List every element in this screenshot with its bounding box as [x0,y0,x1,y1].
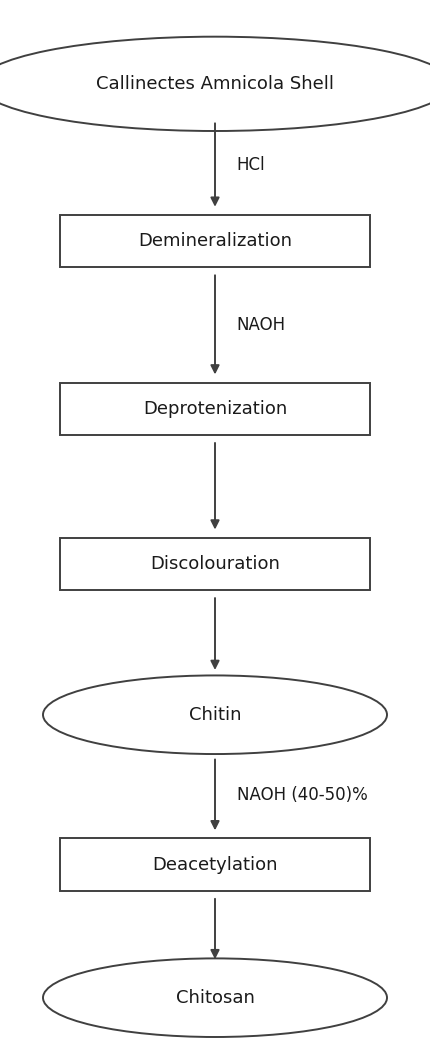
Text: NAOH: NAOH [237,315,286,334]
Text: Deacetylation: Deacetylation [152,855,278,874]
Bar [60,838,370,891]
Bar [60,215,370,267]
Bar [60,538,370,590]
Text: NAOH (40-50)%: NAOH (40-50)% [237,786,367,804]
Text: Chitosan: Chitosan [175,988,255,1007]
Text: Callinectes Amnicola Shell: Callinectes Amnicola Shell [96,74,334,93]
Text: Chitin: Chitin [189,705,241,724]
Text: Discolouration: Discolouration [150,554,280,573]
Bar [60,383,370,435]
Text: HCl: HCl [237,156,265,174]
Text: Demineralization: Demineralization [138,232,292,250]
Text: Deprotenization: Deprotenization [143,399,287,418]
